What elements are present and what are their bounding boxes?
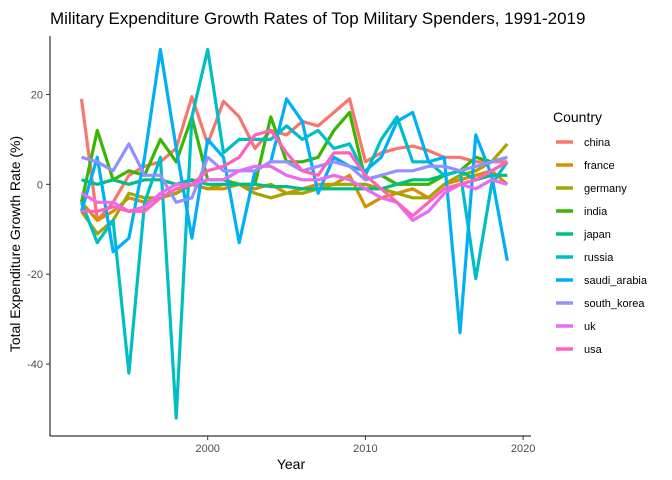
- series-line-saudi_arabia: [79, 47, 509, 335]
- legend-items: china france germany india japan russia saudi_…: [556, 137, 648, 356]
- legend-label-russia: russia: [584, 252, 614, 264]
- legend-item-germany: germany: [556, 183, 627, 195]
- x-axis-title: Year: [277, 456, 306, 472]
- y-tick-label: -20: [27, 269, 43, 281]
- legend-label-uk: uk: [584, 321, 596, 333]
- legend-label-japan: japan: [583, 229, 611, 241]
- y-axis: -40 -20 0 20: [27, 36, 51, 436]
- legend: Country china france germany india japan russ…: [553, 109, 648, 356]
- legend-title: Country: [553, 109, 602, 125]
- legend-label-india: india: [584, 206, 608, 218]
- legend-item-china: china: [556, 137, 611, 149]
- legend-item-india: india: [556, 206, 608, 218]
- series-line-china: [79, 95, 508, 222]
- y-tick-label: 0: [37, 179, 43, 191]
- legend-label-usa: usa: [584, 344, 603, 356]
- x-tick-label: 2020: [511, 443, 535, 455]
- y-tick-label: 20: [31, 89, 43, 101]
- legend-item-france: france: [556, 160, 615, 172]
- legend-item-uk: uk: [556, 321, 596, 333]
- plot-area: [79, 47, 509, 420]
- series-line-south_korea: [81, 142, 508, 204]
- y-axis-title: Total Expenditure Growth Rate (%): [7, 136, 23, 352]
- chart-title: Military Expenditure Growth Rates of Top…: [50, 9, 585, 28]
- x-tick-label: 2000: [195, 443, 219, 455]
- legend-item-japan: japan: [556, 229, 611, 241]
- series-line-usa: [81, 128, 509, 218]
- legend-label-germany: germany: [584, 183, 627, 195]
- legend-label-france: france: [584, 160, 615, 172]
- legend-item-south_korea: south_korea: [556, 298, 645, 310]
- y-tick-label: -40: [27, 359, 43, 371]
- legend-item-saudi_arabia: saudi_arabia: [556, 275, 648, 287]
- x-tick-label: 2010: [353, 443, 377, 455]
- legend-item-russia: russia: [556, 252, 614, 264]
- legend-label-china: china: [584, 137, 611, 149]
- legend-label-south_korea: south_korea: [584, 298, 645, 310]
- x-axis: 2000 2010 2020: [50, 435, 535, 455]
- legend-item-usa: usa: [556, 344, 603, 356]
- series-line-germany: [80, 142, 509, 236]
- series-line-russia: [80, 47, 509, 420]
- legend-label-saudi_arabia: saudi_arabia: [584, 275, 648, 287]
- series-line-uk: [80, 164, 508, 222]
